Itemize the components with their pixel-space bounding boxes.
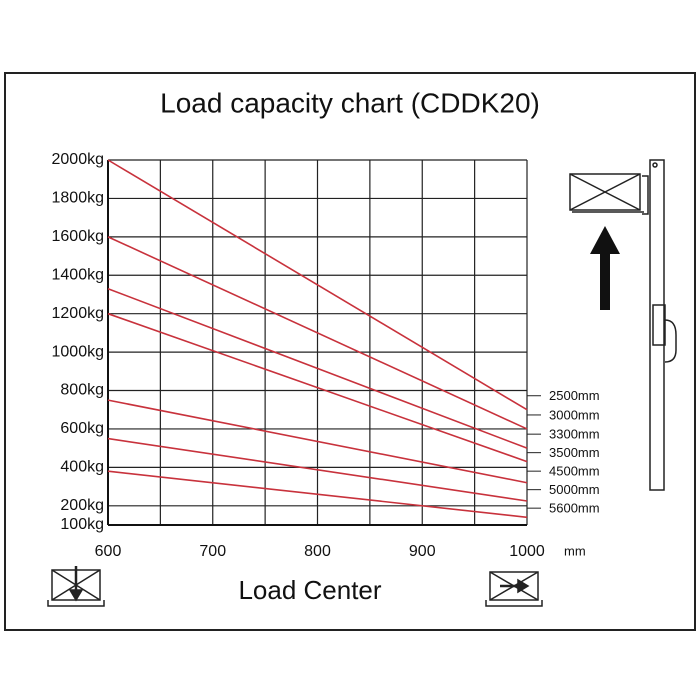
series-label: 3500mm xyxy=(549,445,600,460)
series-label: 4500mm xyxy=(549,464,600,479)
x-tick-label: 800 xyxy=(304,543,331,560)
y-tick-label: 1200kg xyxy=(52,305,105,322)
series-label: 3300mm xyxy=(549,427,600,442)
series-line xyxy=(107,470,528,519)
series-line xyxy=(107,312,528,463)
y-tick-label: 2000kg xyxy=(52,151,105,168)
icon-load-center xyxy=(485,571,543,607)
icon-load-down xyxy=(47,566,105,607)
x-tick-label: 1000 xyxy=(509,543,545,560)
series-label: 2500mm xyxy=(549,388,600,403)
y-tick-label: 600kg xyxy=(60,420,104,437)
series-line xyxy=(107,159,528,411)
series-label: 5600mm xyxy=(549,501,600,516)
y-tick-label: 100kg xyxy=(60,516,104,533)
chart-title: Load capacity chart (CDDK20) xyxy=(160,87,540,118)
y-tick-label: 1600kg xyxy=(52,228,105,245)
series-line xyxy=(107,236,528,430)
series-line xyxy=(107,437,528,502)
x-tick-label: 900 xyxy=(409,543,436,560)
y-tick-label: 400kg xyxy=(60,459,104,476)
mast-diagram xyxy=(569,159,677,491)
y-tick-label: 800kg xyxy=(60,382,104,399)
series-line xyxy=(107,399,528,484)
x-unit: mm xyxy=(564,543,586,558)
x-axis-label: Load Center xyxy=(238,575,381,605)
frame xyxy=(4,72,696,631)
y-tick-label: 1800kg xyxy=(52,190,105,207)
y-tick-label: 200kg xyxy=(60,497,104,514)
series-line xyxy=(107,287,528,449)
series-label: 3000mm xyxy=(549,407,600,422)
x-tick-label: 600 xyxy=(95,543,122,560)
series-label: 5000mm xyxy=(549,482,600,497)
x-tick-label: 700 xyxy=(199,543,226,560)
y-tick-label: 1000kg xyxy=(52,343,105,360)
y-tick-label: 1400kg xyxy=(52,266,105,283)
